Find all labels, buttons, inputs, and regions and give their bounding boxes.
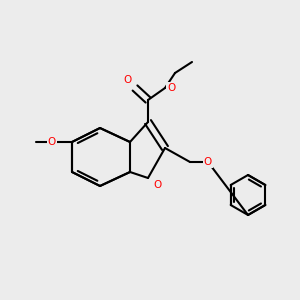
Text: O: O	[204, 157, 212, 167]
Text: O: O	[48, 137, 56, 147]
Text: O: O	[153, 180, 161, 190]
Text: O: O	[167, 83, 175, 93]
Text: O: O	[124, 75, 132, 85]
